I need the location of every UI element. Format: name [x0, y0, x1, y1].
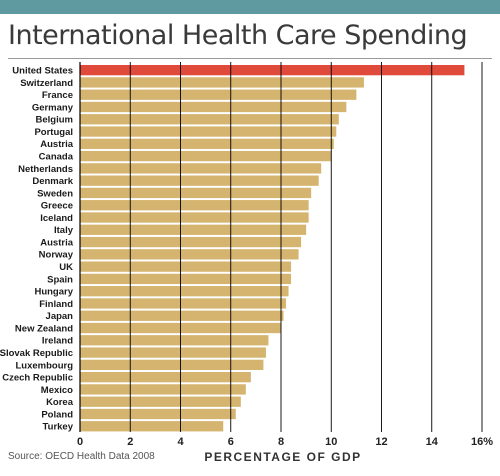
bar-24 [80, 347, 266, 358]
category-label: Greece [41, 201, 73, 212]
category-label: Sweden [37, 188, 73, 199]
category-label: Turkey [43, 422, 74, 433]
x-tick-label: 16% [471, 436, 493, 448]
category-label: Switzerland [20, 78, 73, 89]
bar-12 [80, 200, 309, 211]
bar-8 [80, 150, 332, 162]
bar-20 [80, 298, 287, 309]
category-label: Belgium [36, 115, 73, 126]
category-label: Italy [54, 225, 74, 236]
gridlines-group [79, 62, 483, 432]
bar-1 [80, 64, 465, 76]
category-label: Iceland [40, 213, 73, 224]
category-label: Netherlands [18, 164, 73, 175]
bar-18 [80, 273, 292, 285]
category-label: France [42, 90, 73, 101]
bar-15 [80, 236, 302, 248]
source-note: Source: OECD Health Data 2008 [8, 451, 155, 462]
category-label: Mexico [41, 385, 73, 396]
x-tick-label: 14 [426, 436, 439, 448]
category-label: Austria [40, 237, 73, 248]
chart-title: International Health Care Spending [8, 20, 468, 51]
bar-6 [80, 126, 337, 137]
bar-4 [80, 101, 347, 113]
category-label: Spain [47, 274, 73, 285]
bar-16 [80, 249, 299, 260]
category-label: Germany [32, 102, 74, 113]
bar-21 [80, 310, 284, 321]
bar-27 [80, 384, 246, 395]
tick-labels-group: 0 2 4 6 8 10 12 14 16% [77, 436, 493, 448]
x-tick-label: 0 [77, 436, 83, 448]
x-tick-label: 6 [228, 436, 234, 448]
category-label: Denmark [32, 176, 73, 187]
bar-11 [80, 187, 312, 199]
bar-3 [80, 89, 357, 100]
bars-group [80, 64, 465, 432]
category-label: Poland [41, 409, 73, 420]
category-label: United States [12, 66, 73, 77]
category-label: UK [59, 262, 73, 273]
category-label: Ireland [42, 336, 73, 347]
category-label: Luxembourg [15, 360, 73, 371]
header-rule [0, 0, 500, 14]
bar-29 [80, 408, 236, 420]
category-label: Hungary [34, 287, 73, 298]
bar-26 [80, 371, 251, 383]
x-tick-label: 12 [375, 436, 387, 448]
category-label: Austria [40, 139, 73, 150]
category-label: Portugal [34, 127, 73, 138]
bar-2 [80, 77, 364, 88]
bar-17 [80, 261, 292, 272]
title-divider [8, 58, 492, 59]
category-label: Finland [39, 299, 73, 310]
category-label: Slovak Republic [0, 348, 73, 359]
category-label: Canada [39, 152, 74, 163]
x-axis-label: PERCENTAGE OF GDP [204, 450, 362, 464]
x-tick-label: 8 [278, 436, 284, 448]
bar-13 [80, 212, 309, 223]
category-label: Japan [46, 311, 74, 322]
bar-23 [80, 335, 269, 346]
bar-30 [80, 421, 224, 432]
category-label: Korea [46, 397, 74, 408]
category-label: Czech Republic [2, 373, 73, 384]
x-tick-label: 4 [177, 436, 184, 448]
bar-10 [80, 175, 319, 186]
x-tick-label: 2 [127, 436, 133, 448]
bar-5 [80, 114, 339, 125]
category-label: Norway [39, 250, 74, 261]
category-label: New Zealand [15, 323, 73, 334]
bar-7 [80, 138, 334, 149]
bar-28 [80, 396, 241, 407]
x-tick-label: 10 [325, 436, 337, 448]
bar-25 [80, 359, 264, 371]
bar-19 [80, 286, 289, 297]
bar-14 [80, 224, 307, 235]
bar-9 [80, 163, 322, 174]
